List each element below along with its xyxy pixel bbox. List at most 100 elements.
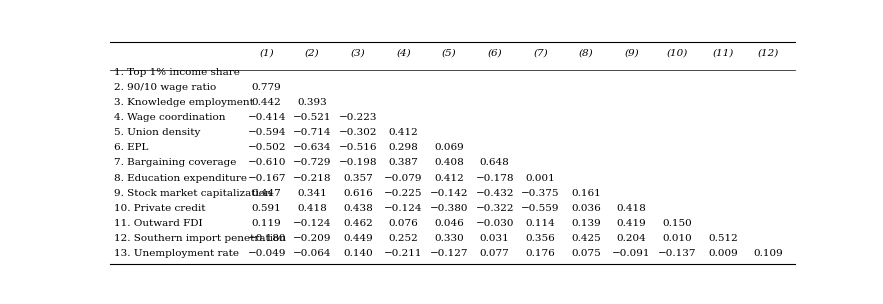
Text: 0.418: 0.418 <box>298 204 327 213</box>
Text: 6. EPL: 6. EPL <box>114 143 148 152</box>
Text: −0.729: −0.729 <box>293 158 331 168</box>
Text: −0.079: −0.079 <box>384 174 423 182</box>
Text: −0.594: −0.594 <box>247 128 286 137</box>
Text: (1): (1) <box>260 48 274 57</box>
Text: 0.114: 0.114 <box>525 219 555 228</box>
Text: −0.225: −0.225 <box>384 189 423 198</box>
Text: 0.462: 0.462 <box>343 219 373 228</box>
Text: −0.030: −0.030 <box>475 219 514 228</box>
Text: (6): (6) <box>487 48 502 57</box>
Text: −0.559: −0.559 <box>521 204 560 213</box>
Text: 0.204: 0.204 <box>616 234 646 243</box>
Text: (2): (2) <box>305 48 320 57</box>
Text: 0.031: 0.031 <box>479 234 509 243</box>
Text: 0.069: 0.069 <box>434 143 464 152</box>
Text: 12. Southern import penetration: 12. Southern import penetration <box>114 234 286 243</box>
Text: 0.109: 0.109 <box>753 249 783 258</box>
Text: (3): (3) <box>351 48 366 57</box>
Text: 0.075: 0.075 <box>571 249 600 258</box>
Text: 0.036: 0.036 <box>571 204 600 213</box>
Text: −0.516: −0.516 <box>338 143 377 152</box>
Text: −0.198: −0.198 <box>338 158 377 168</box>
Text: −0.223: −0.223 <box>338 113 377 122</box>
Text: 8. Education expenditure: 8. Education expenditure <box>114 174 246 182</box>
Text: 0.150: 0.150 <box>662 219 692 228</box>
Text: 11. Outward FDI: 11. Outward FDI <box>114 219 202 228</box>
Text: (5): (5) <box>442 48 457 57</box>
Text: (12): (12) <box>758 48 779 57</box>
Text: −0.610: −0.610 <box>247 158 286 168</box>
Text: 0.009: 0.009 <box>708 249 737 258</box>
Text: (8): (8) <box>578 48 593 57</box>
Text: 0.357: 0.357 <box>343 174 373 182</box>
Text: −0.432: −0.432 <box>475 189 514 198</box>
Text: 0.442: 0.442 <box>252 98 282 107</box>
Text: (11): (11) <box>713 48 734 57</box>
Text: (4): (4) <box>396 48 411 57</box>
Text: 0.393: 0.393 <box>298 98 327 107</box>
Text: 2. 90/10 wage ratio: 2. 90/10 wage ratio <box>114 83 216 92</box>
Text: 3. Knowledge employment: 3. Knowledge employment <box>114 98 253 107</box>
Text: −0.218: −0.218 <box>293 174 331 182</box>
Text: 0.408: 0.408 <box>434 158 464 168</box>
Text: −0.322: −0.322 <box>475 204 514 213</box>
Text: 0.077: 0.077 <box>479 249 509 258</box>
Text: 0.412: 0.412 <box>434 174 464 182</box>
Text: 0.512: 0.512 <box>708 234 737 243</box>
Text: 4. Wage coordination: 4. Wage coordination <box>114 113 225 122</box>
Text: 0.010: 0.010 <box>662 234 692 243</box>
Text: (9): (9) <box>624 48 639 57</box>
Text: −0.049: −0.049 <box>247 249 286 258</box>
Text: 0.330: 0.330 <box>434 234 464 243</box>
Text: 0.176: 0.176 <box>525 249 555 258</box>
Text: (10): (10) <box>667 48 688 57</box>
Text: −0.064: −0.064 <box>293 249 331 258</box>
Text: −0.124: −0.124 <box>293 219 331 228</box>
Text: −0.375: −0.375 <box>521 189 560 198</box>
Text: 0.616: 0.616 <box>343 189 373 198</box>
Text: −0.137: −0.137 <box>658 249 697 258</box>
Text: −0.178: −0.178 <box>475 174 514 182</box>
Text: 0.418: 0.418 <box>616 204 646 213</box>
Text: 0.449: 0.449 <box>343 234 373 243</box>
Text: 0.161: 0.161 <box>571 189 600 198</box>
Text: 0.341: 0.341 <box>298 189 327 198</box>
Text: 0.591: 0.591 <box>252 204 282 213</box>
Text: 0.140: 0.140 <box>343 249 373 258</box>
Text: −0.091: −0.091 <box>612 249 651 258</box>
Text: 0.425: 0.425 <box>571 234 600 243</box>
Text: −0.380: −0.380 <box>430 204 468 213</box>
Text: 1. Top 1% income share: 1. Top 1% income share <box>114 67 239 77</box>
Text: −0.634: −0.634 <box>293 143 331 152</box>
Text: 0.648: 0.648 <box>479 158 509 168</box>
Text: 0.119: 0.119 <box>252 219 282 228</box>
Text: 10. Private credit: 10. Private credit <box>114 204 205 213</box>
Text: (7): (7) <box>533 48 547 57</box>
Text: −0.127: −0.127 <box>430 249 468 258</box>
Text: −0.502: −0.502 <box>247 143 286 152</box>
Text: 0.252: 0.252 <box>389 234 419 243</box>
Text: −0.209: −0.209 <box>293 234 331 243</box>
Text: −0.124: −0.124 <box>384 204 423 213</box>
Text: −0.167: −0.167 <box>247 174 286 182</box>
Text: −0.142: −0.142 <box>430 189 468 198</box>
Text: 0.356: 0.356 <box>525 234 555 243</box>
Text: −0.714: −0.714 <box>293 128 331 137</box>
Text: 0.298: 0.298 <box>389 143 419 152</box>
Text: 0.447: 0.447 <box>252 189 282 198</box>
Text: −0.211: −0.211 <box>384 249 423 258</box>
Text: 0.001: 0.001 <box>525 174 555 182</box>
Text: −0.521: −0.521 <box>293 113 331 122</box>
Text: 0.412: 0.412 <box>389 128 419 137</box>
Text: 0.419: 0.419 <box>616 219 646 228</box>
Text: 0.438: 0.438 <box>343 204 373 213</box>
Text: 0.139: 0.139 <box>571 219 600 228</box>
Text: −0.302: −0.302 <box>338 128 377 137</box>
Text: 7. Bargaining coverage: 7. Bargaining coverage <box>114 158 236 168</box>
Text: 0.387: 0.387 <box>389 158 419 168</box>
Text: −0.180: −0.180 <box>247 234 286 243</box>
Text: 9. Stock market capitalization: 9. Stock market capitalization <box>114 189 272 198</box>
Text: 0.046: 0.046 <box>434 219 464 228</box>
Text: 0.076: 0.076 <box>389 219 419 228</box>
Text: 5. Union density: 5. Union density <box>114 128 200 137</box>
